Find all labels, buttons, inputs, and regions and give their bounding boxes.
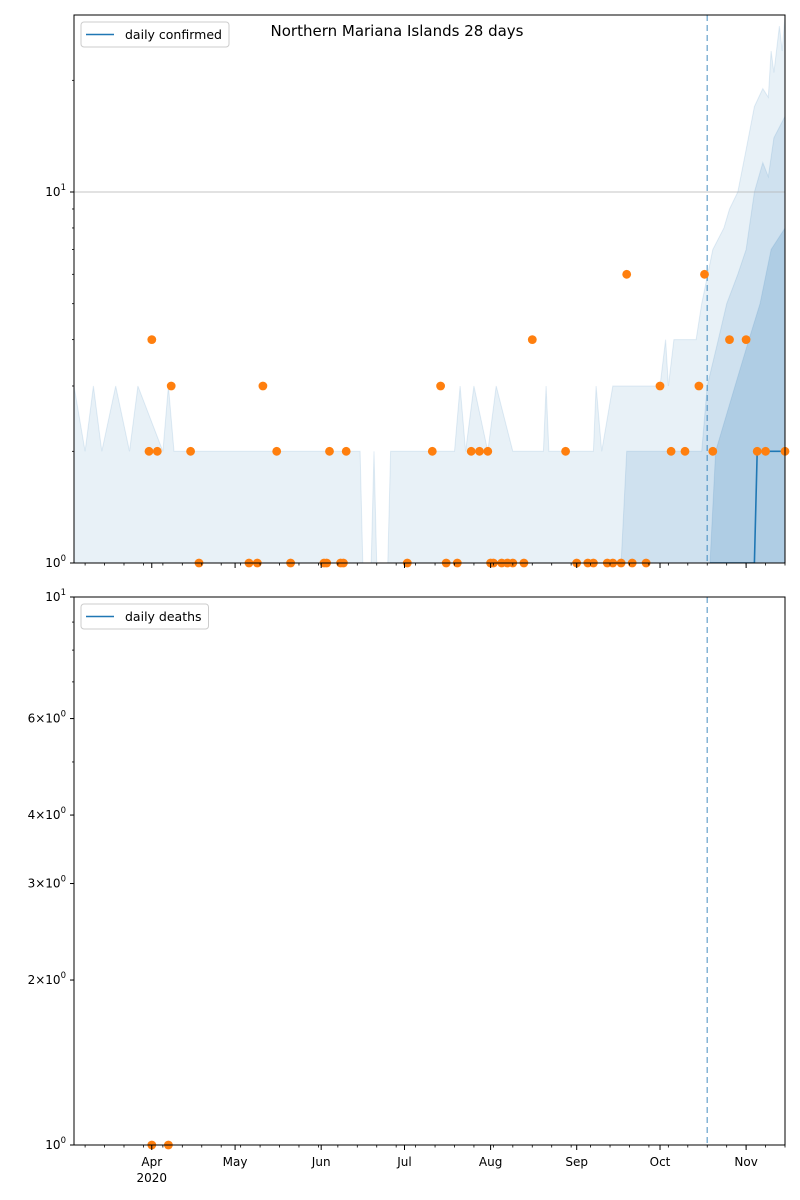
xtick-label-oct: Oct: [650, 1155, 671, 1169]
xtick-label-nov: Nov: [734, 1155, 757, 1169]
confirmed-point-42: [655, 381, 665, 391]
confirmed-ytick-label-0: 100: [45, 554, 66, 570]
confirmed-point-24: [483, 446, 493, 456]
confirmed-point-44: [680, 446, 690, 456]
confirmed-plot-area: [74, 15, 785, 563]
confirmed-point-32: [561, 446, 570, 456]
confirmed-point-43: [666, 446, 676, 456]
confirmed-point-47: [708, 446, 718, 456]
xtick-label-sep: Sep: [565, 1155, 588, 1169]
confirmed-panel: 100 101 daily confirmed: [45, 14, 790, 570]
confirmed-legend-box: [80, 21, 230, 48]
confirmed-observed-points: [144, 269, 790, 568]
deaths-ytick-label-5: 101: [45, 588, 66, 604]
xtick-label-jun: Jun: [311, 1155, 331, 1169]
confirmed-line: [710, 450, 785, 563]
confirmed-axes-frame: [73, 14, 786, 564]
confirmed-point-45: [694, 381, 704, 391]
confirmed-point-22: [466, 446, 476, 456]
deaths-panel: 100 2×100 3×100 4×100 6×100 101 Apr 2020 May Jun J…: [28, 588, 786, 1185]
confirmed-point-1: [147, 335, 157, 344]
deaths-ytick-label-3: 4×100: [28, 806, 66, 822]
confirmed-point-39: [622, 269, 632, 279]
confirmed-point-0: [144, 446, 154, 456]
confirmed-point-48: [725, 335, 734, 344]
confirmed-point-8: [258, 381, 268, 391]
confirmed-point-2: [152, 446, 162, 456]
confirmed-point-46: [700, 269, 709, 279]
confirmed-ytick-label-1: 101: [45, 183, 66, 199]
deaths-ytick-label-0: 100: [45, 1136, 66, 1152]
confirmed-point-4: [186, 446, 196, 456]
confirmed-point-23: [475, 446, 484, 456]
confirmed-point-16: [341, 446, 351, 456]
confirmed-band-2: [709, 227, 785, 563]
deaths-ytick-label-4: 6×100: [28, 710, 66, 726]
confirmed-band-1: [620, 116, 785, 563]
deaths-legend-box: [80, 603, 209, 630]
confirmed-point-13: [325, 446, 334, 456]
xtick-sublabel-year: 2020: [136, 1171, 167, 1185]
deaths-ytick-label-2: 3×100: [28, 875, 66, 891]
confirmed-point-9: [272, 446, 282, 456]
deaths-legend-label: daily deaths: [125, 609, 202, 624]
xtick-label-apr: Apr: [141, 1155, 162, 1169]
confirmed-point-51: [761, 446, 770, 456]
deaths-ytick-label-1: 2×100: [28, 971, 66, 987]
confirmed-point-49: [741, 335, 751, 344]
confirmed-legend: daily confirmed: [80, 21, 230, 48]
confirmed-point-18: [427, 446, 437, 456]
chart-title: Northern Mariana Islands 28 days: [271, 22, 524, 40]
confirmed-point-31: [527, 335, 537, 344]
confirmed-point-50: [752, 446, 762, 456]
deaths-axes-frame: [73, 596, 786, 1146]
xtick-label-jul: Jul: [396, 1155, 411, 1169]
deaths-legend: daily deaths: [80, 603, 209, 630]
confirmed-point-3: [166, 381, 176, 391]
xtick-label-aug: Aug: [479, 1155, 502, 1169]
confirmed-legend-label: daily confirmed: [125, 27, 222, 42]
xtick-label-may: May: [223, 1155, 248, 1169]
confirmed-point-19: [436, 381, 445, 391]
